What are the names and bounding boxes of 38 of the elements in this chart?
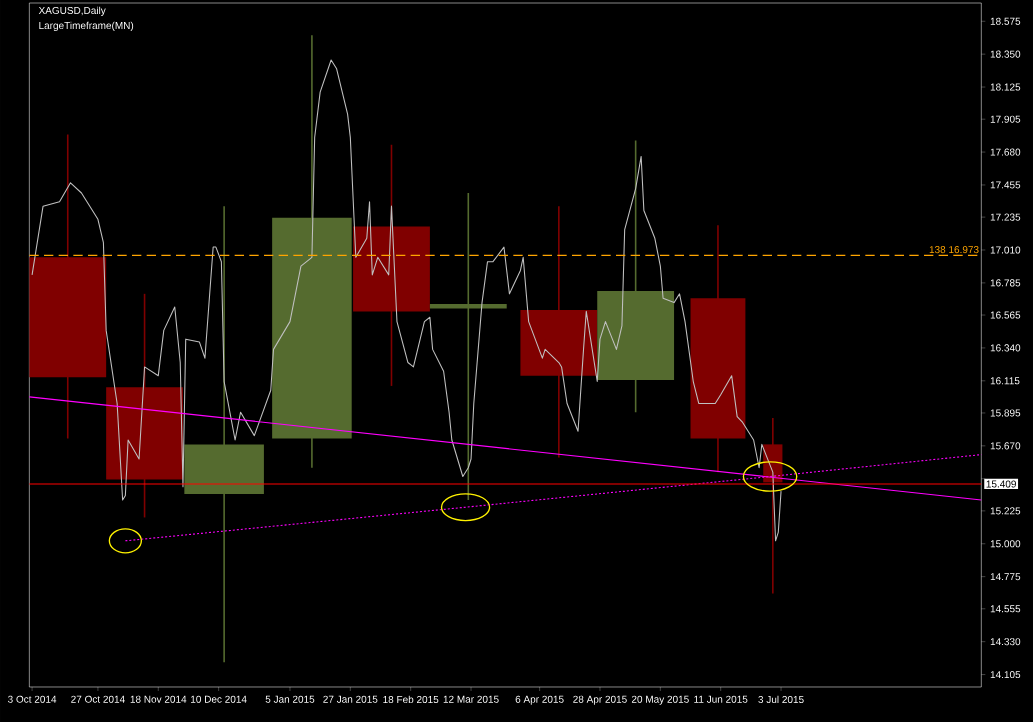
ref-line-label: 15.409 bbox=[986, 480, 1016, 488]
y-tick-label: 14.555 bbox=[990, 605, 1021, 613]
y-tick-label: 16.340 bbox=[990, 344, 1021, 352]
y-tick-label: 14.775 bbox=[990, 573, 1021, 581]
x-tick-label: 27 Jan 2015 bbox=[323, 695, 378, 703]
x-tick-label: 18 Nov 2014 bbox=[130, 695, 187, 703]
y-tick-label: 18.350 bbox=[990, 50, 1021, 58]
x-tick-label: 3 Oct 2014 bbox=[8, 695, 57, 703]
y-tick-label: 18.125 bbox=[990, 83, 1021, 91]
ref-line-label: 138 16.973 bbox=[929, 246, 979, 254]
x-tick-label: 20 May 2015 bbox=[631, 695, 689, 705]
y-tick-label: 15.000 bbox=[990, 540, 1021, 548]
x-tick-label: 12 Mar 2015 bbox=[443, 695, 499, 703]
y-tick-label: 17.680 bbox=[990, 148, 1021, 156]
y-tick-label: 14.330 bbox=[990, 638, 1021, 646]
x-tick-label: 28 Apr 2015 bbox=[573, 695, 627, 705]
x-tick-label: 3 Jul 2015 bbox=[758, 695, 804, 704]
chart-title: XAGUSD,Daily bbox=[38, 6, 106, 16]
y-tick-label: 14.105 bbox=[990, 671, 1021, 679]
y-tick-label: 15.895 bbox=[990, 409, 1021, 417]
y-tick-label: 17.235 bbox=[990, 213, 1021, 221]
y-tick-label: 17.010 bbox=[990, 246, 1021, 254]
x-tick-label: 5 Jan 2015 bbox=[265, 695, 315, 703]
x-tick-label: 27 Oct 2014 bbox=[71, 695, 125, 703]
text: LargeTimeframe(MN) bbox=[39, 21, 134, 32]
y-tick-label: 18.575 bbox=[990, 17, 1021, 25]
y-tick-label: 16.115 bbox=[990, 377, 1020, 385]
y-tick-label: 16.785 bbox=[990, 279, 1021, 287]
y-tick-label: 15.670 bbox=[990, 442, 1021, 450]
y-tick-label: 17.905 bbox=[990, 115, 1021, 123]
x-tick-label: 18 Feb 2015 bbox=[383, 695, 439, 704]
x-tick-label: 6 Apr 2015 bbox=[515, 695, 564, 705]
candlestick bbox=[429, 192, 507, 501]
y-tick-label: 16.565 bbox=[990, 311, 1021, 319]
y-tick-label: 15.225 bbox=[990, 507, 1021, 515]
x-tick-label: 11 Jun 2015 bbox=[694, 695, 748, 703]
x-tick-label: 10 Dec 2014 bbox=[191, 695, 247, 703]
y-tick-label: 17.455 bbox=[990, 181, 1021, 189]
